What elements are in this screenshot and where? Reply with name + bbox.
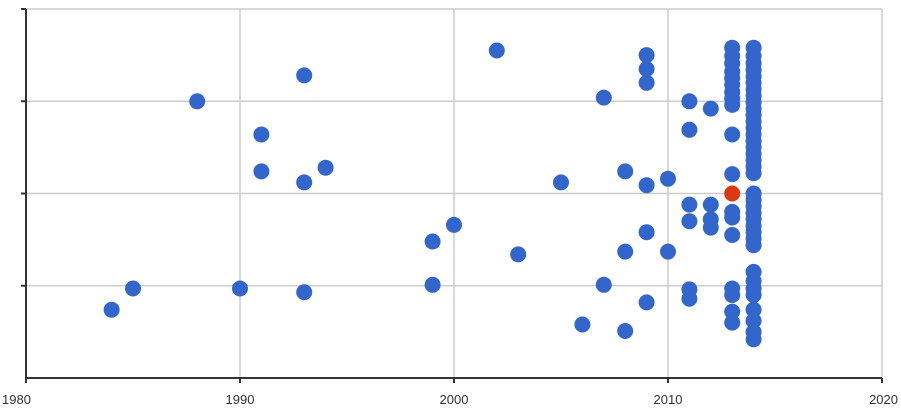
data-point <box>724 166 741 183</box>
data-point <box>660 243 676 260</box>
data-point <box>424 276 441 293</box>
data-point <box>296 67 313 84</box>
data-point <box>189 93 206 110</box>
x-tick-label: 2020 <box>869 392 898 407</box>
data-point <box>724 185 741 202</box>
data-point <box>724 303 741 320</box>
data-point <box>617 243 634 260</box>
data-point <box>745 331 762 348</box>
data-point <box>660 170 676 187</box>
data-point <box>595 276 612 293</box>
data-point <box>103 301 120 318</box>
data-point <box>232 280 248 297</box>
axes <box>21 8 883 383</box>
data-point <box>488 42 505 59</box>
data-point <box>681 290 698 307</box>
data-point <box>745 165 762 182</box>
data-point <box>724 287 741 303</box>
data-point <box>638 294 655 311</box>
data-point <box>724 314 741 331</box>
data-point <box>595 89 612 106</box>
data-point <box>681 121 698 138</box>
x-tick-label: 1980 <box>2 392 31 407</box>
data-point <box>702 219 719 236</box>
data-point <box>125 280 141 297</box>
data-point <box>638 177 655 194</box>
data-point <box>296 174 313 191</box>
data-point <box>638 61 655 77</box>
data-point <box>745 312 762 329</box>
x-tick-label: 2010 <box>654 392 683 407</box>
data-point <box>745 237 762 254</box>
data-point <box>724 227 741 243</box>
data-point <box>702 100 719 117</box>
data-points <box>103 39 762 348</box>
data-point <box>574 316 591 333</box>
data-point <box>724 126 741 143</box>
data-point <box>638 224 655 241</box>
data-point <box>253 163 270 180</box>
data-point <box>702 196 719 213</box>
data-point <box>724 96 741 113</box>
data-point <box>317 159 334 176</box>
data-point <box>638 74 655 91</box>
data-point <box>510 246 527 263</box>
data-point <box>745 301 762 318</box>
x-tick-label: 2000 <box>440 392 469 407</box>
data-point <box>638 47 655 64</box>
data-point <box>745 287 762 303</box>
data-point <box>553 174 569 191</box>
data-point <box>446 216 462 233</box>
x-tick-labels: 1980 1990 2000 2010 2020 <box>2 392 898 407</box>
data-point <box>681 93 698 110</box>
data-point <box>253 126 270 143</box>
x-tick-label: 1990 <box>226 392 255 407</box>
data-point <box>296 284 313 301</box>
data-point <box>424 233 441 250</box>
grid <box>26 8 883 378</box>
data-point <box>617 163 634 180</box>
data-point <box>724 209 741 226</box>
data-point <box>681 213 698 230</box>
data-point <box>681 196 698 213</box>
data-point <box>617 323 634 339</box>
